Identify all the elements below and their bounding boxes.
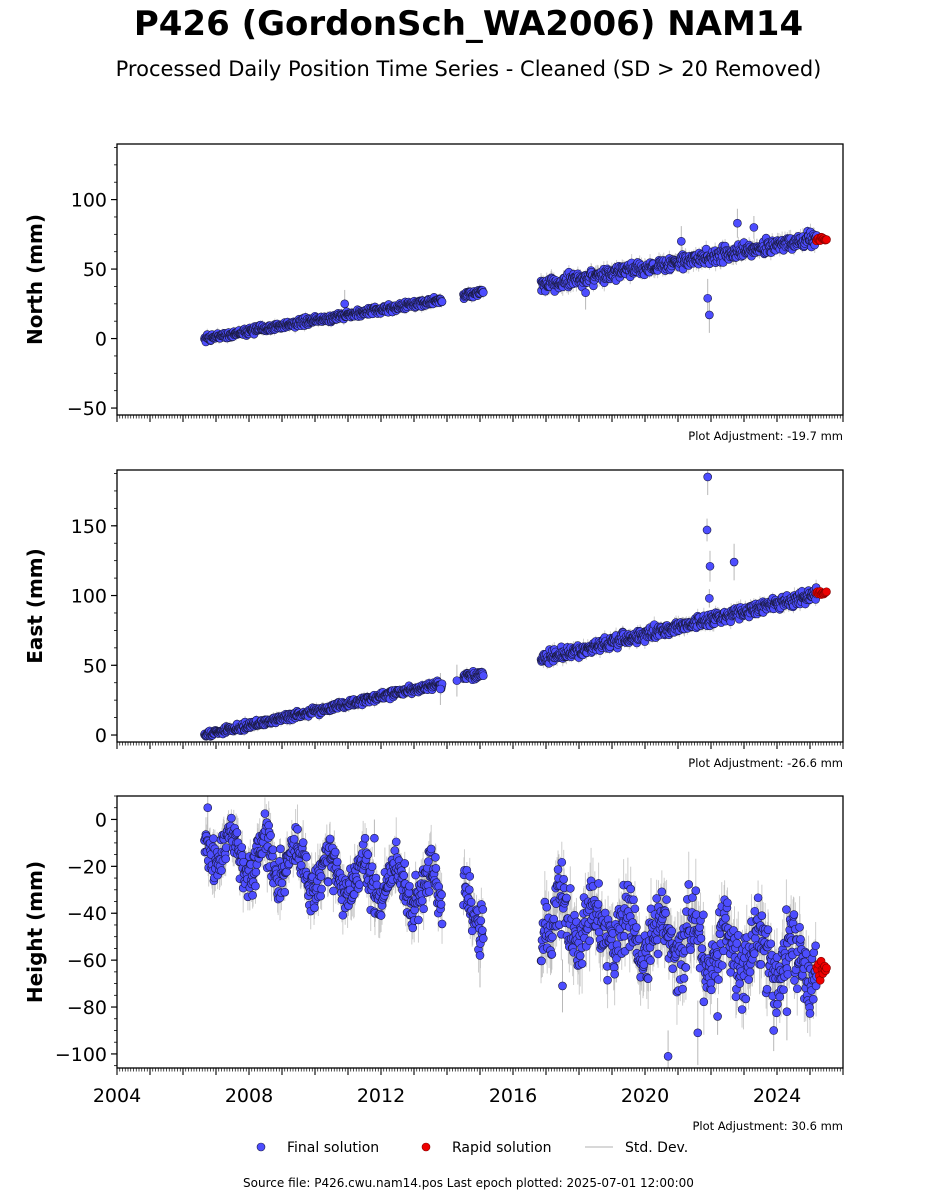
- data-point: [452, 676, 462, 685]
- plot-adjustment-note: Plot Adjustment: -19.7 mm: [688, 429, 843, 443]
- data-point: [729, 557, 739, 567]
- chart-subtitle: Processed Daily Position Time Series - C…: [115, 57, 822, 81]
- data-point: [703, 293, 713, 303]
- data-point: [676, 236, 686, 246]
- y-tick-label: −50: [67, 398, 107, 420]
- plot-frame: [116, 143, 844, 416]
- rapid-point: [822, 587, 831, 597]
- final-solution-points: [200, 218, 821, 347]
- data-point: [437, 297, 447, 306]
- rapid-solution-points: [812, 232, 831, 246]
- chart-title: P426 (GordonSch_WA2006) NAM14: [133, 4, 804, 44]
- data-point: [478, 671, 488, 681]
- y-tick-label: 0: [95, 725, 107, 747]
- data-point: [581, 288, 590, 298]
- data-point: [703, 472, 713, 482]
- data-point: [436, 684, 445, 694]
- data-point: [733, 218, 742, 228]
- y-axis-label: North (mm): [23, 214, 47, 345]
- y-tick-label: 100: [71, 586, 107, 608]
- y-tick-label: 150: [71, 516, 107, 538]
- stddev-bars: [203, 470, 818, 742]
- data-point: [478, 288, 488, 297]
- rapid-point: [822, 235, 831, 244]
- data-point: [340, 299, 350, 309]
- data-point: [705, 310, 714, 320]
- data-point: [705, 594, 714, 603]
- data-point: [702, 525, 712, 535]
- data-point: [705, 561, 715, 571]
- y-tick-label: 0: [95, 329, 107, 351]
- panel-1: −50 0 50 100 North (mm) Plot Adjustment: -19.…: [23, 143, 844, 443]
- y-tick-label: 50: [83, 259, 107, 281]
- rapid-solution-points: [812, 587, 831, 599]
- y-tick-label: 50: [83, 655, 107, 677]
- final-solution-points: [200, 472, 821, 741]
- data-point: [749, 223, 759, 232]
- y-tick-label: 100: [71, 190, 107, 212]
